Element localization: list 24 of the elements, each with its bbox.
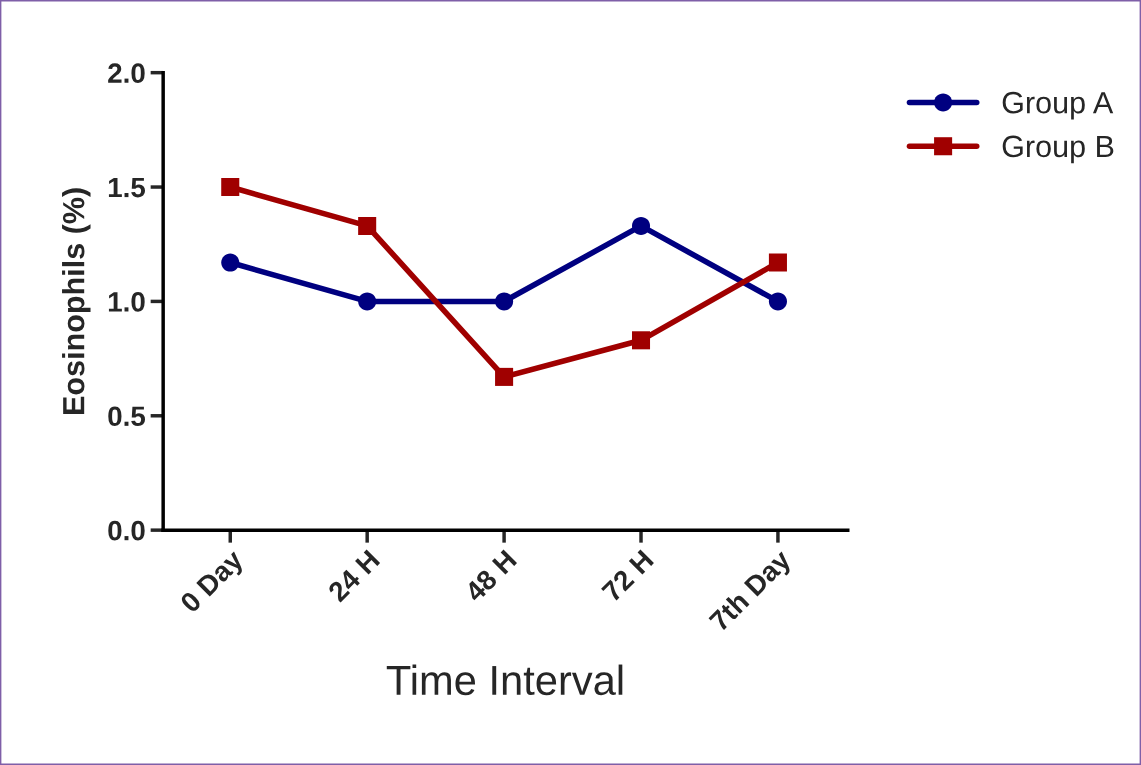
x-axis-title: Time Interval	[386, 664, 623, 696]
point	[768, 253, 787, 272]
point	[221, 178, 240, 197]
point	[631, 331, 651, 350]
point	[495, 367, 514, 386]
point	[631, 216, 651, 235]
y-tick-label: 2.0	[108, 63, 145, 84]
point	[358, 292, 377, 311]
x-tick-label: 24 H	[326, 549, 381, 603]
x-tick-label: 48 H	[463, 549, 518, 604]
legend-label: Group A	[1002, 91, 1114, 120]
y-tick-label: 1.5	[108, 178, 146, 198]
legend-label: Group B	[1002, 135, 1114, 164]
y-tick-label: 0.5	[108, 406, 146, 427]
point	[768, 292, 787, 311]
x-tick-label: 72 H	[600, 549, 654, 603]
y-tick-label: 0.0	[108, 520, 145, 541]
x-tick-label: 7th Day	[707, 547, 797, 636]
point	[495, 292, 514, 311]
y-axis-title: Eosinophils (%)	[62, 188, 91, 414]
x-tick-label: 0 Day	[179, 548, 249, 618]
point	[358, 216, 377, 235]
y-tick-label: 1.0	[108, 292, 145, 312]
point	[221, 253, 240, 272]
